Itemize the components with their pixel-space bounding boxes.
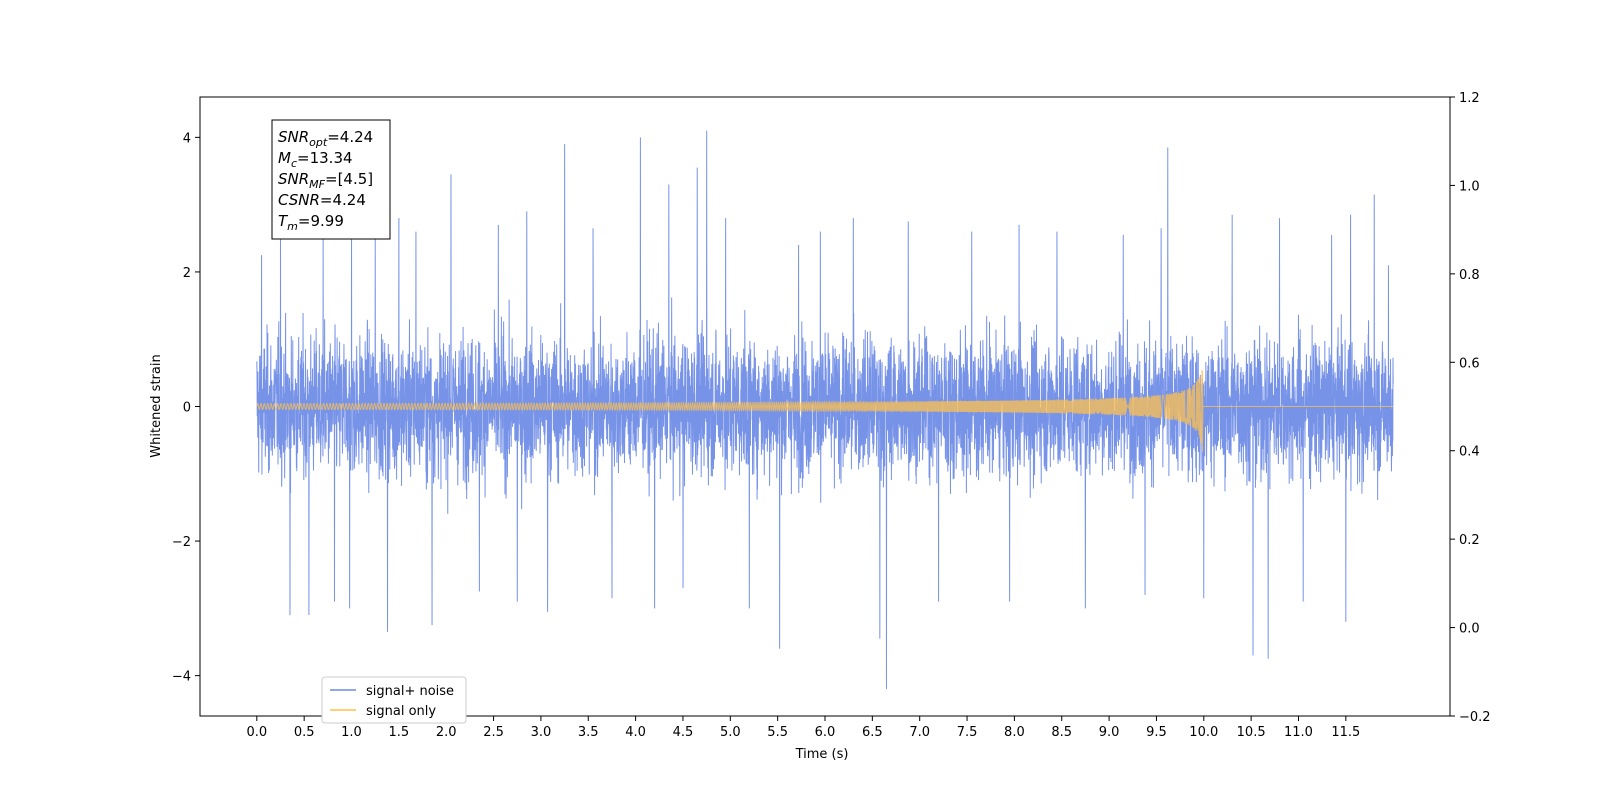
x-tick-label: 1.5	[389, 725, 410, 740]
annotation-line: CSNR=4.24	[278, 191, 366, 209]
x-tick-label: 4.5	[673, 725, 694, 740]
annotation-line: SNRMF=[4.5]	[278, 170, 373, 191]
x-tick-label: 0.0	[246, 725, 267, 740]
x-tick-label: 7.5	[957, 725, 978, 740]
y-axis-label: Whitened strain	[149, 354, 164, 457]
x-tick-label: 8.5	[1051, 725, 1072, 740]
signal-noise-series	[256, 130, 1394, 690]
y2-tick-label: 1.0	[1459, 179, 1480, 194]
annotation-line: SNRopt=4.24	[278, 128, 373, 149]
x-tick-label: 6.5	[862, 725, 883, 740]
x-axis: 0.0 0.5 1.0 1.5 2.0 2.5 3.0 3.5 4.0 4.5 5.0 5.5 6.0 6…	[246, 716, 1360, 740]
x-tick-label: 5.0	[720, 725, 741, 740]
x-tick-label: 4.0	[625, 725, 646, 740]
x-tick-label: 10.5	[1237, 725, 1266, 740]
x-tick-label: 2.5	[483, 725, 504, 740]
signal-only-series	[256, 369, 1394, 452]
x-axis-label: Time (s)	[795, 747, 849, 762]
x-tick-label: 10.0	[1189, 725, 1218, 740]
y-axis-left: −4 −2 0 2 4	[172, 131, 200, 685]
legend-label-signal-only: signal only	[366, 704, 436, 719]
signal-only-line	[256, 369, 1394, 452]
x-tick-label: 9.5	[1146, 725, 1167, 740]
y2-tick-label: −0.2	[1459, 710, 1491, 725]
x-tick-label: 2.0	[436, 725, 457, 740]
annotation-line: Tm=9.99	[278, 212, 344, 233]
y-tick-label: −4	[172, 670, 191, 685]
x-tick-label: 11.0	[1284, 725, 1313, 740]
y2-tick-label: 0.2	[1459, 533, 1480, 548]
x-tick-label: 8.0	[1004, 725, 1025, 740]
x-tick-label: 7.0	[909, 725, 930, 740]
y-tick-label: 0	[183, 401, 191, 416]
x-tick-label: 0.5	[294, 725, 315, 740]
legend-label-signal-noise: signal+ noise	[366, 684, 454, 699]
x-tick-label: 3.5	[578, 725, 599, 740]
y2-tick-label: 0.4	[1459, 445, 1480, 460]
y2-tick-label: 1.2	[1459, 91, 1480, 106]
x-tick-label: 3.0	[531, 725, 552, 740]
y2-tick-label: 0.0	[1459, 622, 1480, 637]
y-axis-right: −0.2 0.0 0.2 0.4 0.6 0.8 1.0 1.2	[1450, 91, 1491, 725]
x-tick-label: 1.0	[341, 725, 362, 740]
x-tick-label: 5.5	[767, 725, 788, 740]
y-tick-label: −2	[172, 535, 191, 550]
y2-tick-label: 0.6	[1459, 356, 1480, 371]
annotation-line: Mc=13.34	[278, 149, 353, 170]
y2-tick-label: 0.8	[1459, 268, 1480, 283]
legend: signal+ noise signal only	[321, 676, 467, 724]
x-tick-label: 6.0	[815, 725, 836, 740]
y-tick-label: 2	[183, 266, 191, 281]
x-tick-label: 9.0	[1099, 725, 1120, 740]
x-tick-label: 11.5	[1331, 725, 1360, 740]
y-tick-label: 4	[183, 131, 191, 146]
signal-noise-line	[256, 130, 1394, 690]
